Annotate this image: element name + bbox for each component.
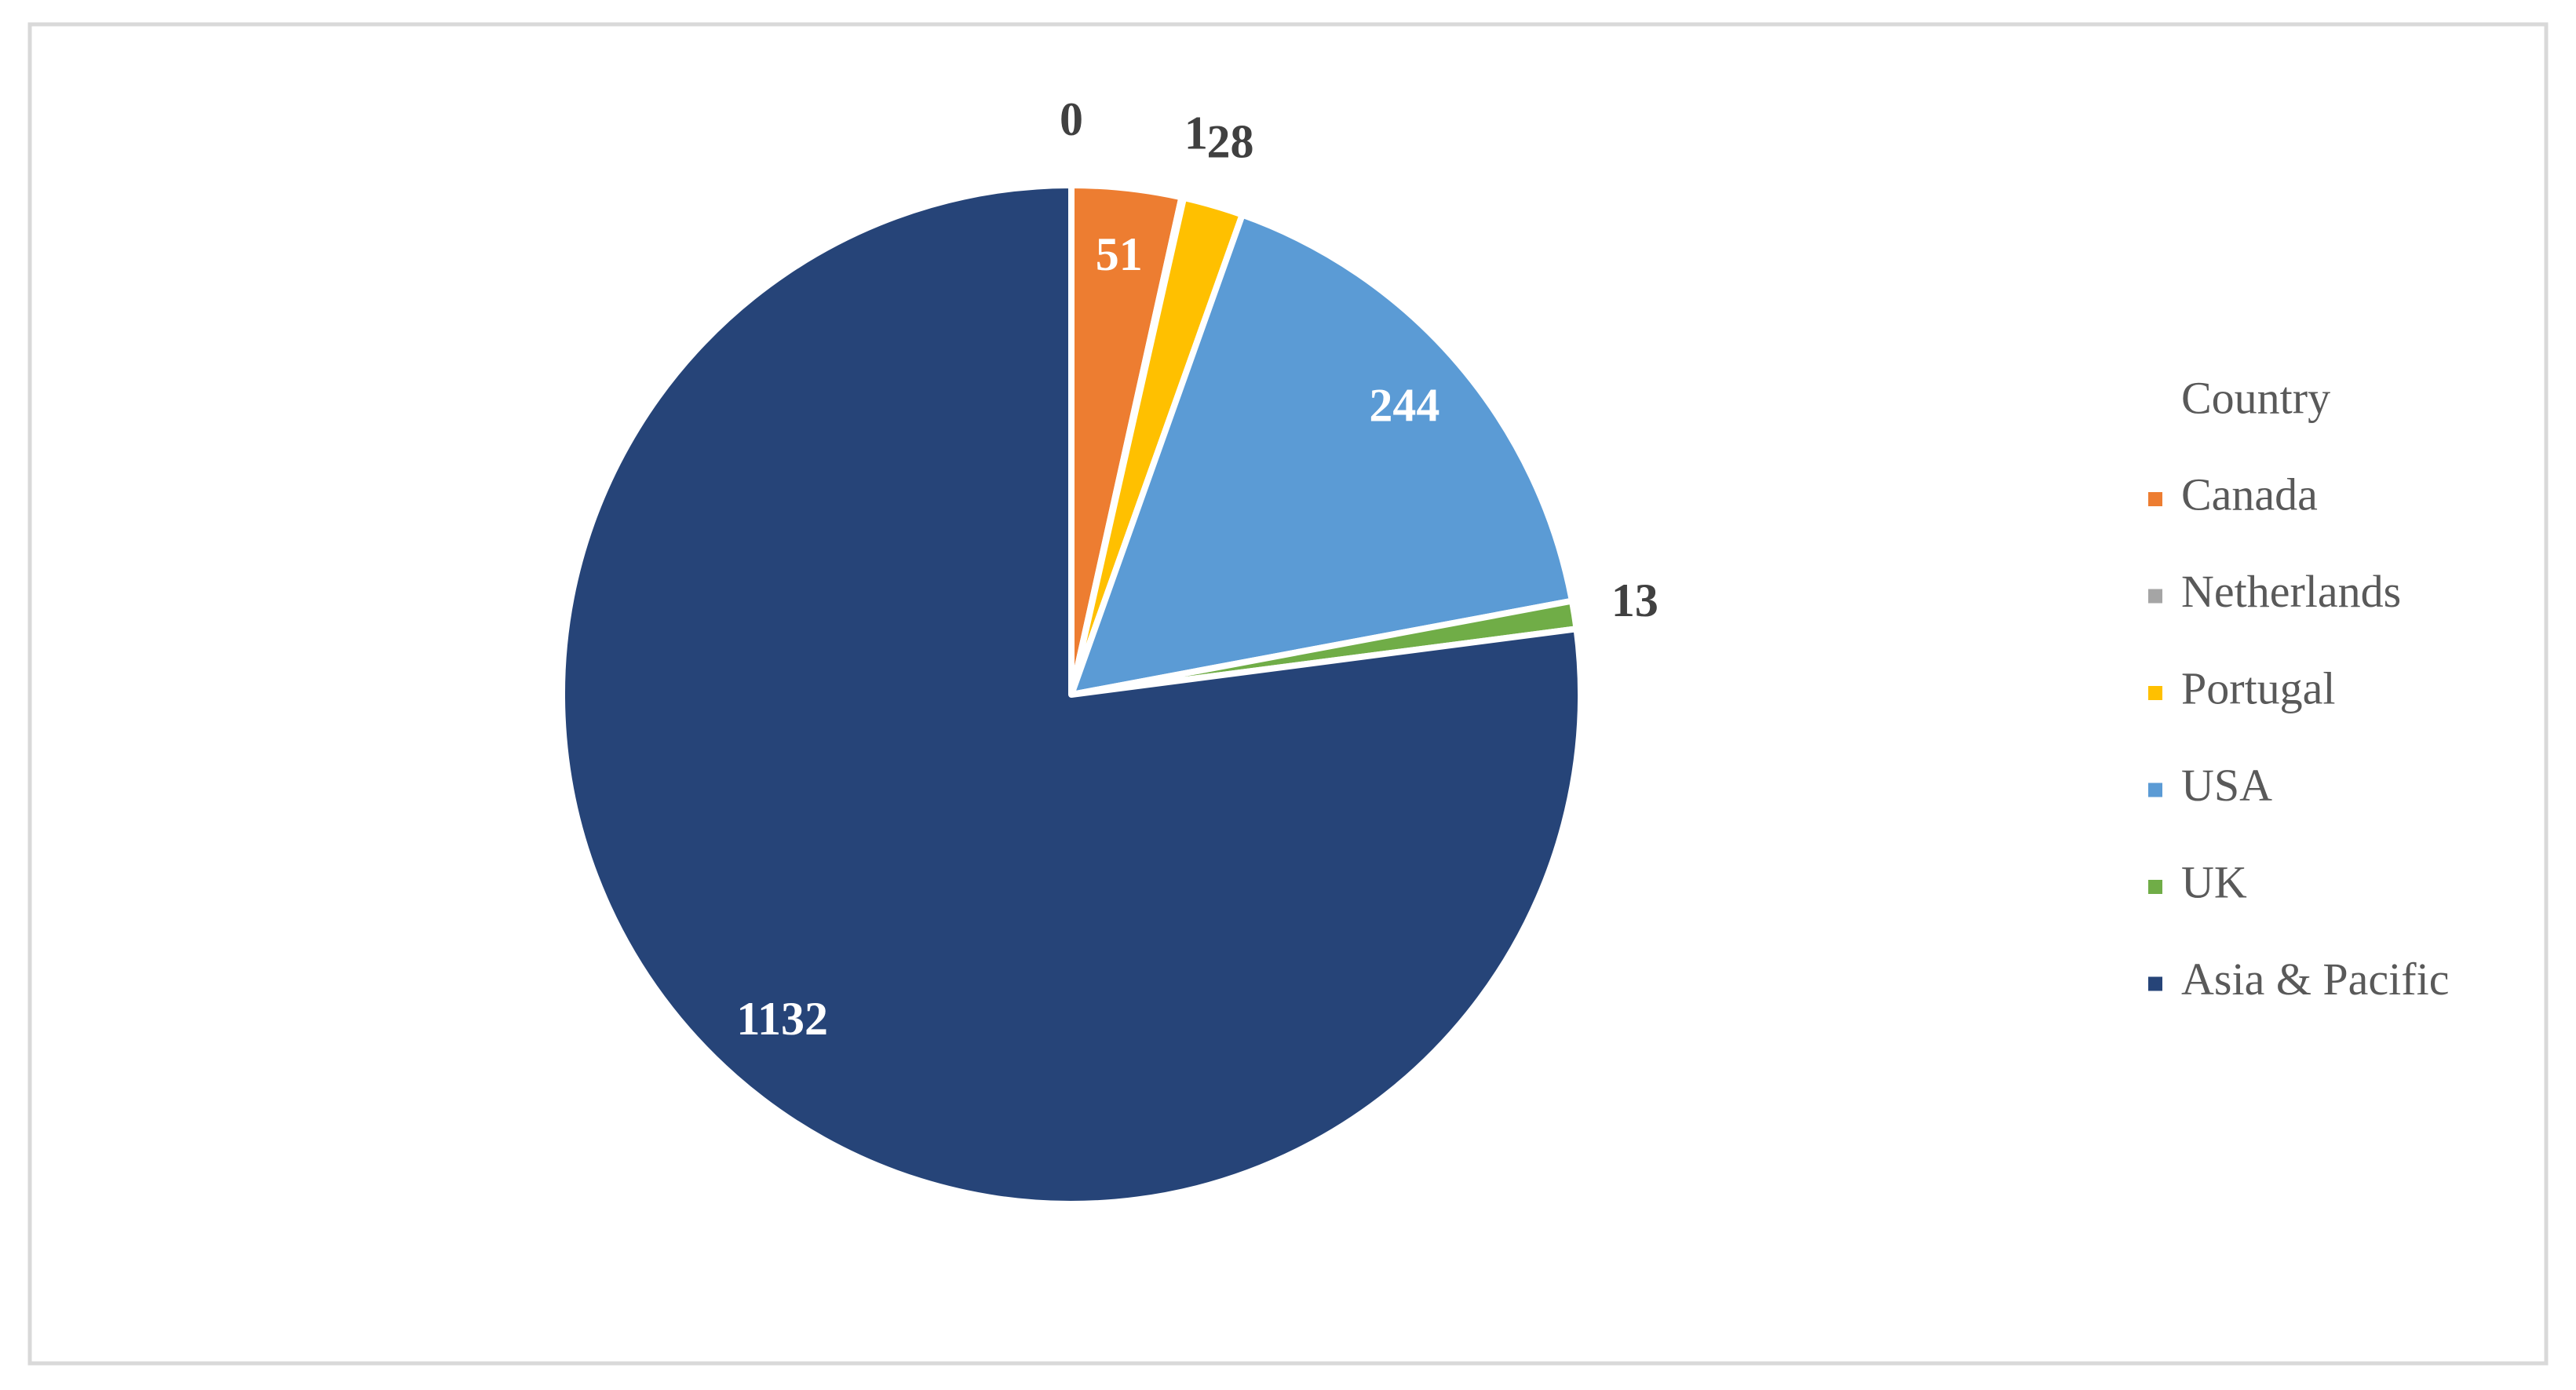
legend-title: Country <box>2181 372 2330 423</box>
data-label: 244 <box>1369 379 1439 431</box>
legend-label: Portugal <box>2181 662 2336 713</box>
data-label: 1 <box>1184 107 1208 159</box>
data-label: 51 <box>1096 228 1143 280</box>
pie-slice <box>1068 211 1575 698</box>
data-label: 28 <box>1206 116 1253 168</box>
data-label: 13 <box>1611 575 1658 626</box>
legend-marker <box>2148 589 2162 604</box>
legend-label: Netherlands <box>2181 566 2401 617</box>
legend-marker <box>2148 686 2162 700</box>
legend-marker <box>2148 880 2162 894</box>
legend-label: Canada <box>2181 469 2318 520</box>
legend-marker <box>2148 976 2162 991</box>
legend-marker <box>2148 492 2162 506</box>
legend-label: USA <box>2181 760 2272 811</box>
legend-label: UK <box>2181 856 2247 907</box>
data-label: 1132 <box>736 993 828 1045</box>
data-label: 0 <box>1060 93 1083 145</box>
pie-slice <box>559 182 1585 1207</box>
legend-marker <box>2148 783 2162 797</box>
legend-label: Asia & Pacific <box>2181 954 2449 1005</box>
